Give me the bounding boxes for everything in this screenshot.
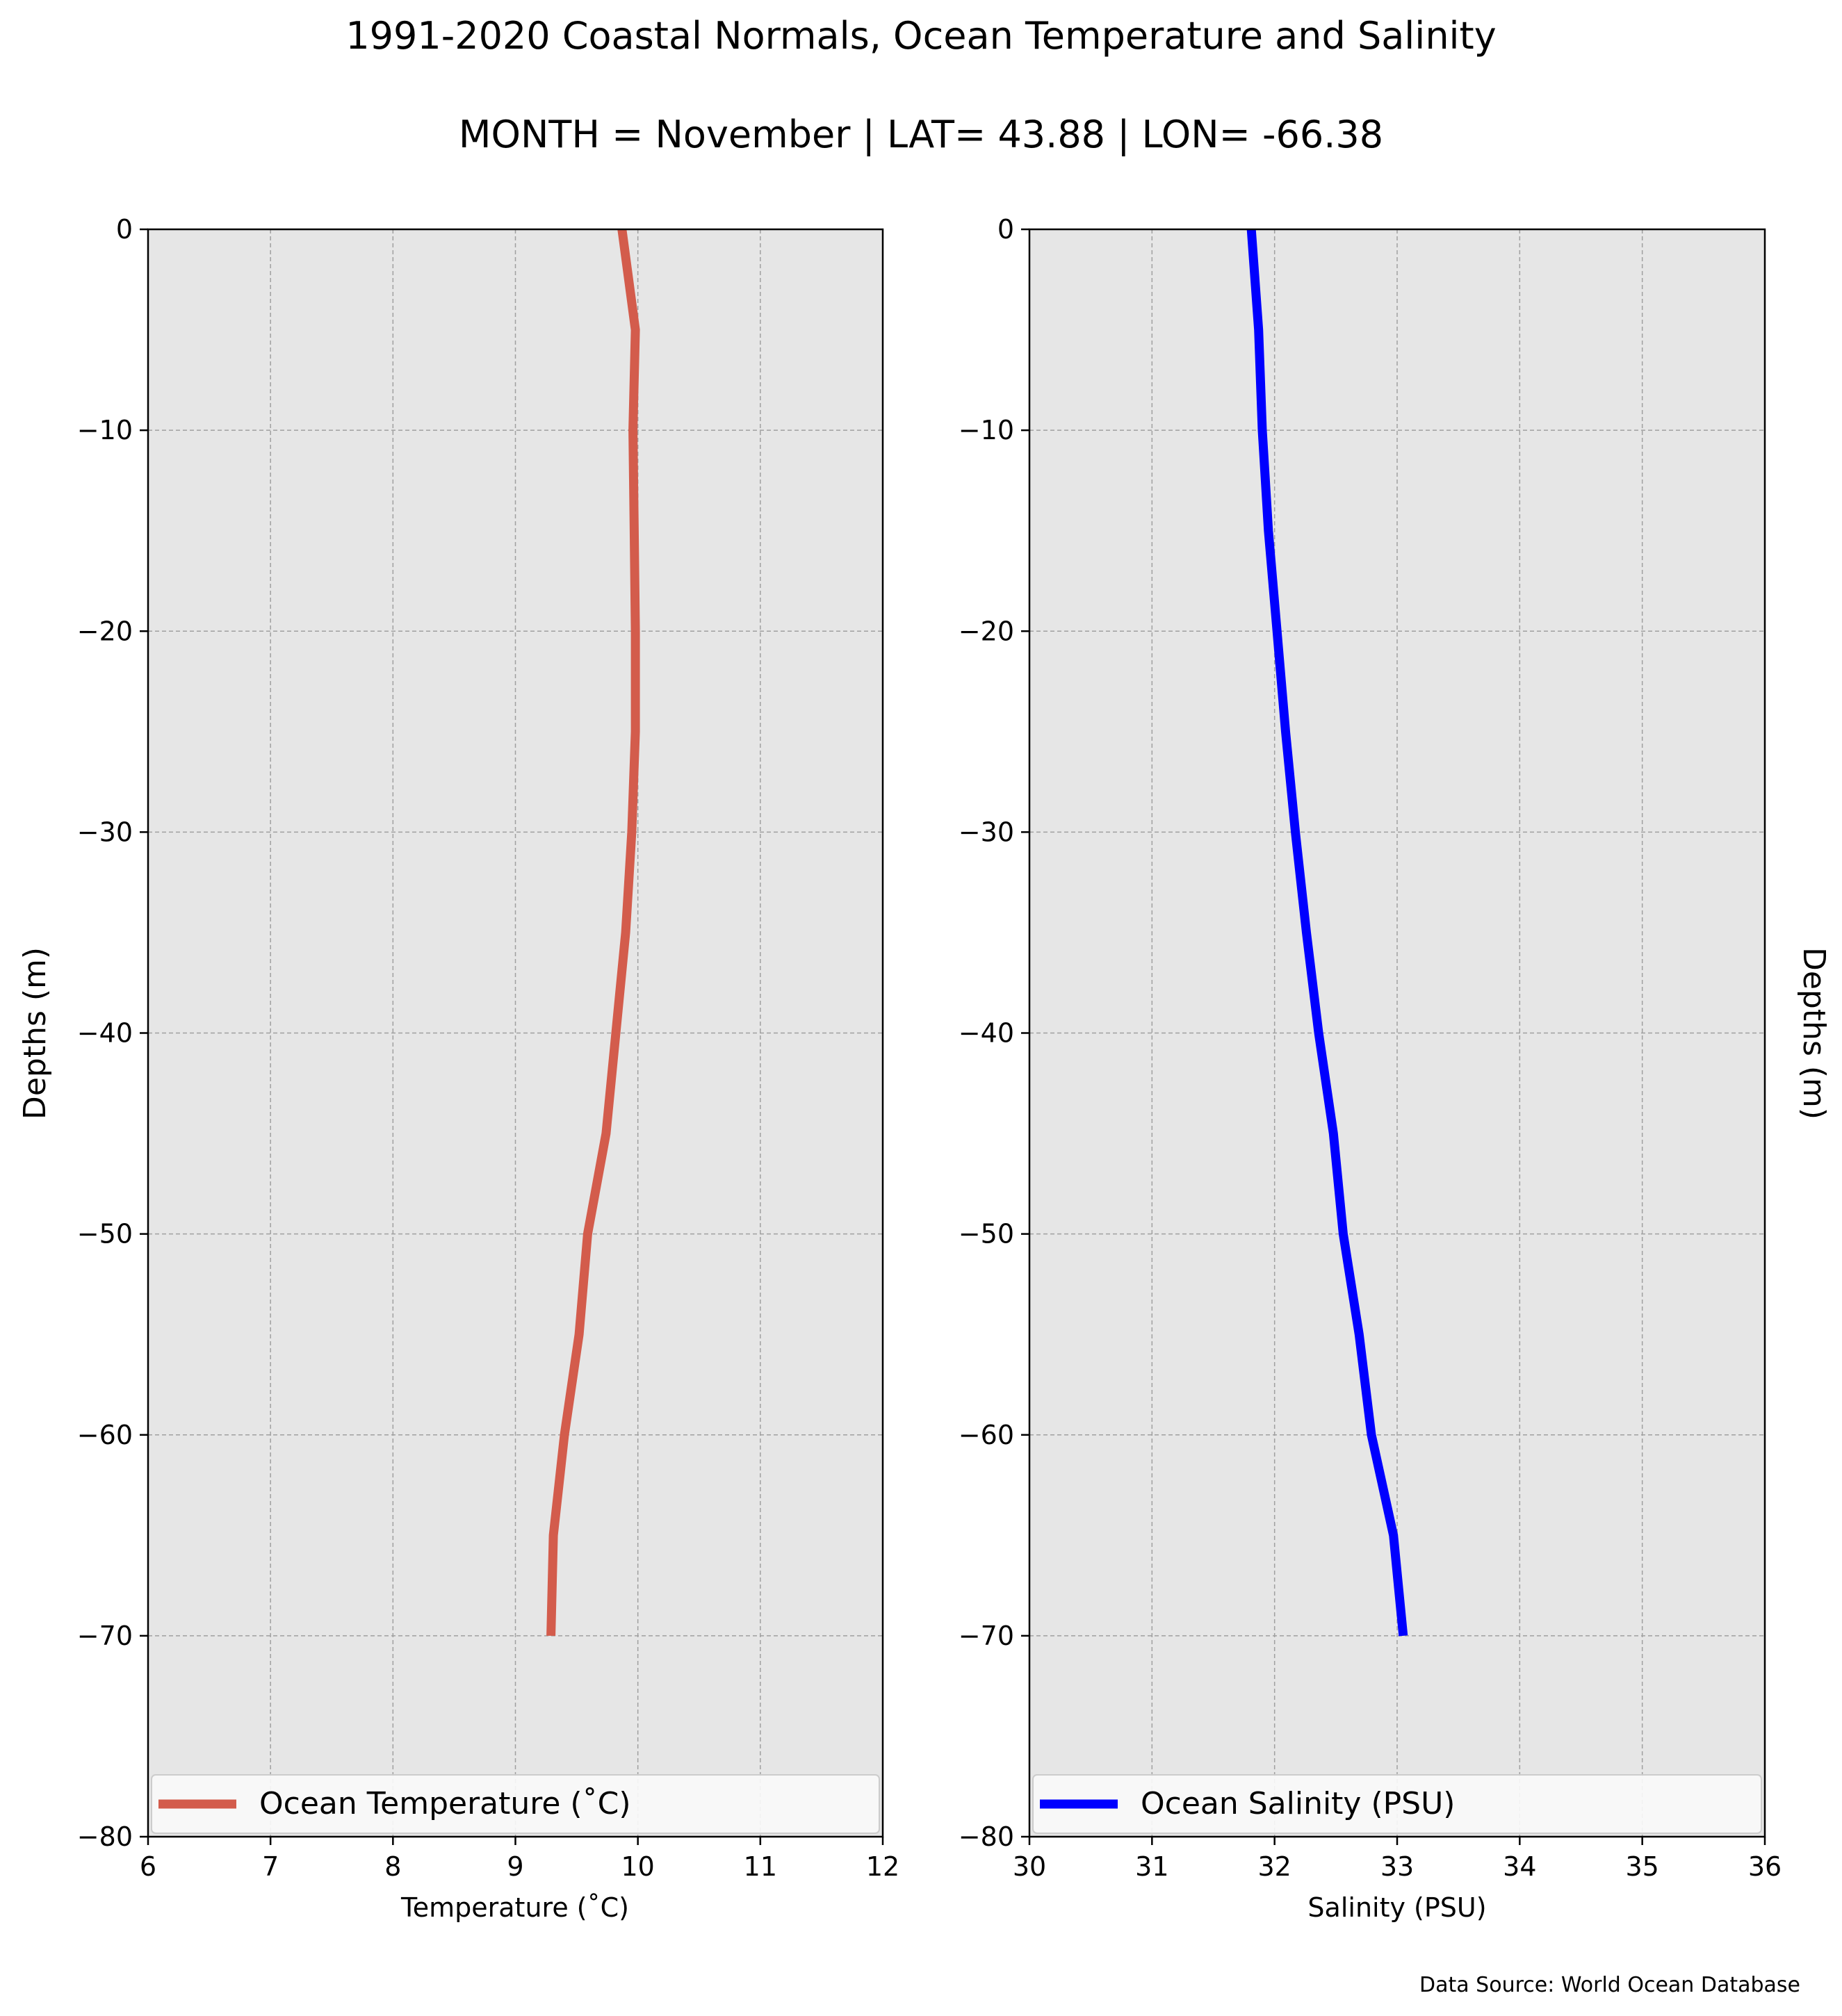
data-source-note: Data Source: World Ocean Database — [1419, 1973, 1800, 1997]
temperature-x-tick-label: 12 — [866, 1851, 899, 1882]
salinity-ticks: 30 31 32 33 34 35 36 0 −10 −20 −30 −40 −50 −60 −70 −80 — [959, 214, 1782, 1882]
figure-subtitle: MONTH = November | LAT= 43.88 | LON= -66… — [459, 113, 1383, 156]
temperature-ticks: 6 7 8 9 10 11 12 0 −10 −20 −30 −40 −50 −60 −70 −80 — [77, 214, 899, 1882]
salinity-x-axis-title: Salinity (PSU) — [1307, 1892, 1486, 1923]
salinity-y-tick-label: −30 — [959, 817, 1014, 847]
temperature-y-tick-label: 0 — [116, 214, 133, 245]
temperature-y-tick-label: −20 — [77, 616, 133, 646]
temperature-y-tick-label: −60 — [77, 1420, 133, 1450]
salinity-y-tick-label: 0 — [997, 214, 1014, 245]
salinity-x-tick-label: 33 — [1380, 1851, 1414, 1882]
temperature-x-tick-label: 6 — [140, 1851, 156, 1882]
temperature-x-tick-label: 9 — [507, 1851, 523, 1882]
temperature-panel: Ocean Temperature (˚C) 6 7 8 9 10 11 12 0 −10 −20… — [17, 214, 899, 1923]
temperature-x-tick-label: 8 — [384, 1851, 401, 1882]
salinity-x-tick-label: 30 — [1013, 1851, 1046, 1882]
temperature-y-tick-label: −40 — [77, 1018, 133, 1049]
salinity-x-tick-label: 35 — [1625, 1851, 1658, 1882]
salinity-grid — [1029, 229, 1765, 1837]
temperature-y-tick-label: −50 — [77, 1219, 133, 1249]
figure-title: 1991-2020 Coastal Normals, Ocean Tempera… — [345, 14, 1496, 58]
salinity-legend-label: Ocean Salinity (PSU) — [1141, 1786, 1455, 1821]
temperature-y-tick-label: −30 — [77, 817, 133, 847]
temperature-legend: Ocean Temperature (˚C) — [151, 1774, 880, 1834]
salinity-legend: Ocean Salinity (PSU) — [1032, 1774, 1762, 1834]
salinity-x-tick-label: 31 — [1135, 1851, 1168, 1882]
temperature-y-axis-title: Depths (m) — [17, 947, 53, 1120]
salinity-legend-box — [1032, 1774, 1762, 1834]
salinity-y-tick-label: −70 — [959, 1621, 1014, 1651]
salinity-y-tick-label: −50 — [959, 1219, 1014, 1249]
temperature-x-axis-title: Temperature (˚C) — [400, 1892, 629, 1923]
temperature-plot-area — [148, 229, 883, 1837]
salinity-x-tick-label: 36 — [1748, 1851, 1782, 1882]
temperature-legend-box — [151, 1774, 880, 1834]
salinity-y-tick-label: −40 — [959, 1018, 1014, 1049]
temperature-legend-label: Ocean Temperature (˚C) — [259, 1786, 631, 1821]
temperature-y-tick-label: −80 — [77, 1821, 133, 1852]
salinity-panel: Ocean Salinity (PSU) 30 31 32 33 34 35 36 0 −10 −… — [959, 214, 1832, 1923]
salinity-y-tick-label: −20 — [959, 616, 1014, 646]
temperature-series-line — [546, 229, 640, 1637]
salinity-y-tick-label: −80 — [959, 1821, 1014, 1852]
temperature-y-tick-label: −10 — [77, 415, 133, 445]
salinity-y-tick-label: −60 — [959, 1420, 1014, 1450]
temperature-x-tick-label: 10 — [621, 1851, 654, 1882]
salinity-x-tick-label: 32 — [1257, 1851, 1291, 1882]
salinity-y-axis-title: Depths (m) — [1796, 947, 1832, 1120]
temperature-x-tick-label: 7 — [262, 1851, 279, 1882]
salinity-x-tick-label: 34 — [1503, 1851, 1536, 1882]
salinity-y-tick-label: −10 — [959, 415, 1014, 445]
salinity-series-line — [1246, 229, 1408, 1637]
temperature-x-tick-label: 11 — [744, 1851, 777, 1882]
temperature-y-tick-label: −70 — [77, 1621, 133, 1651]
